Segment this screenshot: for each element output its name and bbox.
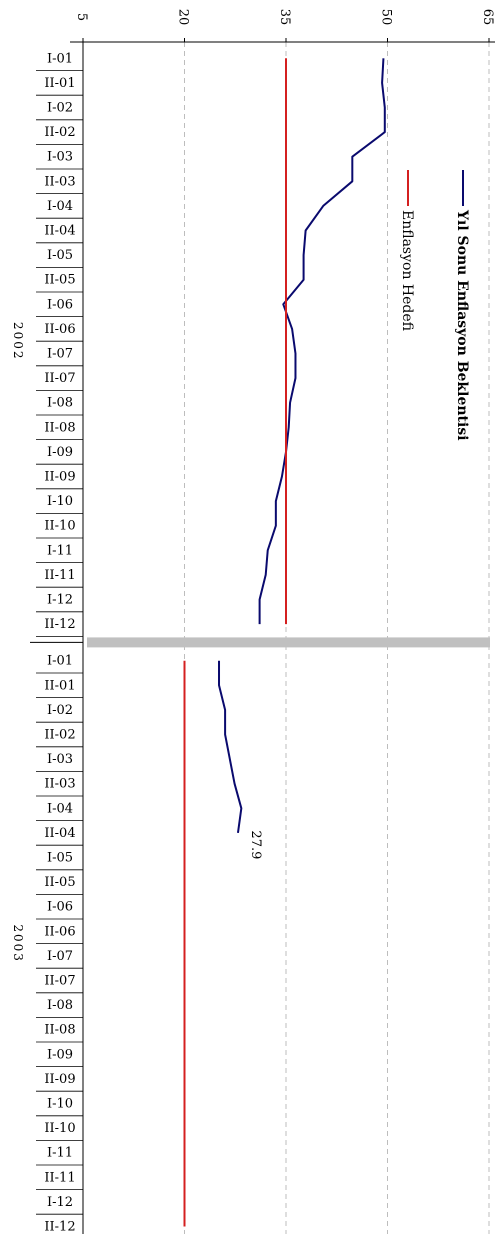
category-label: I-11 [47,1146,73,1161]
series-line-0 [218,660,243,834]
category-label: II-06 [44,924,75,939]
category-label: I-03 [47,150,73,165]
legend: Yıl Sonu Enflasyon Beklentisi Enflasyon H… [399,170,470,441]
category-label: II-09 [44,1072,75,1087]
category-label: I-12 [47,1195,73,1210]
category-label: II-03 [44,174,75,189]
category-label: II-05 [44,273,75,288]
category-label: II-04 [44,224,75,239]
value-tick-label: 50 [379,9,394,26]
year-label: 2002 [11,322,25,361]
category-label: I-07 [47,347,73,362]
category-label: I-04 [47,199,73,214]
category-label: II-11 [44,568,75,583]
category-label: II-08 [44,1023,75,1038]
year-separator [87,637,490,648]
category-label: II-10 [44,519,75,534]
category-label: I-10 [47,494,73,509]
category-label: I-10 [47,1097,73,1112]
category-label: II-01 [44,76,75,91]
year-label: 2003 [11,924,25,963]
category-label: I-08 [47,998,73,1013]
legend-label: Enflasyon Hedefi [399,210,415,332]
category-label: II-05 [44,875,75,890]
category-label: I-08 [47,396,73,411]
category-label: I-11 [47,543,73,558]
category-label: I-04 [47,801,73,816]
category-label: I-12 [47,593,73,608]
value-tick-label: 65 [480,9,495,26]
value-tick-label: 35 [277,9,292,26]
category-label: I-07 [47,949,73,964]
category-label: II-02 [44,728,75,743]
category-label: I-06 [47,297,73,312]
category-label: II-10 [44,1121,75,1136]
value-tick-label: 20 [176,9,191,26]
category-label: I-03 [47,752,73,767]
series-line-0 [258,58,386,625]
series-layer [183,58,386,1227]
category-label: II-04 [44,826,75,841]
category-label: II-12 [44,1220,75,1234]
category-label: I-09 [47,445,73,460]
category-label: II-07 [44,974,75,989]
category-label: II-01 [44,678,75,693]
category-label: I-02 [47,703,73,718]
category-label: II-06 [44,322,75,337]
category-label: II-08 [44,420,75,435]
value-tick-label: 5 [74,13,89,21]
category-label: I-05 [47,248,73,263]
legend-label: Yıl Sonu Enflasyon Beklentisi [454,209,470,441]
category-label: I-01 [47,51,73,66]
category-label: I-05 [47,851,73,866]
category-label: II-09 [44,470,75,485]
category-label: II-03 [44,777,75,792]
category-label: I-02 [47,101,73,116]
axis-layer: 5 20 35 50 65 [30,9,495,1234]
category-label: I-01 [47,654,73,669]
data-label: 27.9 [248,830,263,859]
category-label: II-07 [44,371,75,386]
label-layer: I-01 II-01 I-02 II-02 I-03 II-03 I-04 II-04 I-05… [11,51,263,1234]
category-label: II-11 [44,1170,75,1185]
category-label: II-12 [44,617,75,632]
category-label: I-06 [47,900,73,915]
year-separator-layer [87,637,490,648]
category-label: I-09 [47,1047,73,1062]
category-label: II-02 [44,125,75,140]
